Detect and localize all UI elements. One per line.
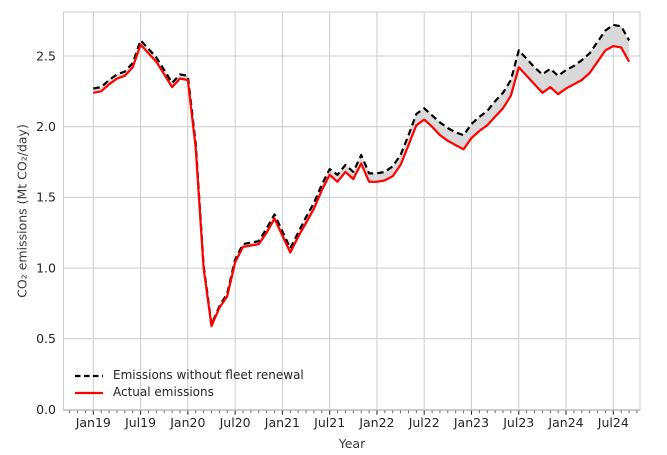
y-tick-label: 1.5 bbox=[36, 190, 56, 205]
y-tick-label: 0.5 bbox=[36, 331, 56, 346]
y-tick-label: 1.0 bbox=[36, 260, 56, 275]
legend-item-actual: Actual emissions bbox=[74, 385, 304, 400]
x-tick-label: Jan19 bbox=[75, 415, 111, 430]
dashed-line-sample bbox=[75, 374, 103, 377]
series-actual-line bbox=[93, 43, 631, 328]
x-tick-label: Jul24 bbox=[597, 415, 629, 430]
y-axis-label: CO₂ emissions (Mt CO₂/day) bbox=[14, 124, 30, 298]
x-tick-label: Jan23 bbox=[453, 415, 489, 430]
x-tick-label: Jan21 bbox=[264, 415, 300, 430]
x-tick-label: Jul19 bbox=[124, 415, 156, 430]
plot-border bbox=[63, 11, 641, 411]
legend-item-counterfactual: Emissions without fleet renewal bbox=[74, 368, 304, 383]
series-counterfactual-line bbox=[93, 23, 631, 326]
x-tick-label: Jul21 bbox=[313, 415, 345, 430]
legend-label-counterfactual: Emissions without fleet renewal bbox=[113, 368, 304, 382]
legend: Emissions without fleet renewal Actual e… bbox=[74, 368, 304, 400]
y-tick-label: 0.0 bbox=[36, 402, 56, 417]
x-axis-label: Year bbox=[338, 436, 366, 451]
x-tick-label: Jul20 bbox=[219, 415, 251, 430]
x-tick-label: Jan24 bbox=[547, 415, 583, 430]
x-tick-label: Jul22 bbox=[408, 415, 440, 430]
y-tick-label: 2.0 bbox=[36, 119, 56, 134]
solid-line-sample bbox=[75, 391, 103, 394]
x-tick-label: Jan20 bbox=[169, 415, 205, 430]
legend-label-actual: Actual emissions bbox=[113, 385, 214, 399]
x-tick-label: Jul23 bbox=[502, 415, 534, 430]
y-tick-label: 2.5 bbox=[36, 48, 56, 63]
x-tick-label: Jan22 bbox=[358, 415, 394, 430]
